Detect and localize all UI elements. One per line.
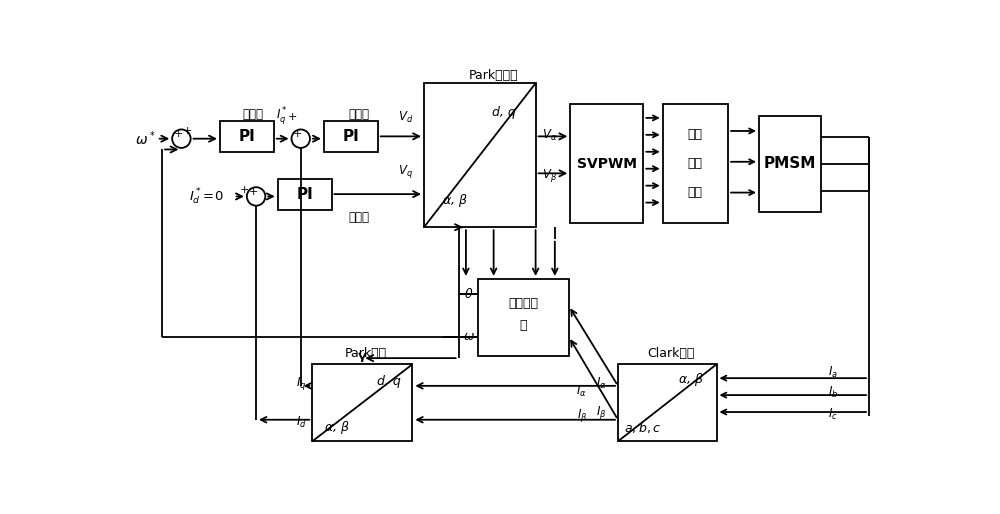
Text: $\theta$: $\theta$ [464,287,473,301]
Text: PI: PI [238,129,255,144]
Text: 电流环: 电流环 [348,211,369,224]
Text: PMSM: PMSM [764,156,816,171]
Text: $V_q$: $V_q$ [398,163,413,180]
Text: $V_\alpha$: $V_\alpha$ [542,128,557,143]
Text: 器: 器 [520,319,527,332]
Circle shape [292,130,310,148]
Bar [220,121,274,152]
Text: 智能: 智能 [688,128,703,141]
Text: $\alpha$, $\beta$: $\alpha$, $\beta$ [324,419,350,436]
Text: PI: PI [342,129,359,144]
Text: $a, b, c$: $a, b, c$ [624,420,661,435]
Text: +: + [174,129,183,139]
Bar [478,279,569,356]
Text: $I_\beta$: $I_\beta$ [596,403,606,420]
Text: Park逆变换: Park逆变换 [468,69,518,82]
Bar [312,364,412,442]
Text: +: + [240,185,249,195]
Text: +: + [183,126,192,136]
Text: $I_b$: $I_b$ [828,385,839,400]
Bar [570,104,643,224]
Text: $\omega$: $\omega$ [463,330,475,343]
Text: $I_q$: $I_q$ [296,375,307,392]
Text: +: + [248,187,258,197]
Text: PI: PI [296,187,313,201]
Text: 速度环: 速度环 [243,107,264,121]
Text: d, q: d, q [492,106,516,119]
Text: $I_c$: $I_c$ [828,407,838,422]
Text: 功率: 功率 [688,157,703,170]
Text: 模块: 模块 [688,186,703,199]
Text: $V_\beta$: $V_\beta$ [542,167,557,184]
Text: $I_q^*$: $I_q^*$ [276,104,287,126]
Text: $I_\alpha$: $I_\alpha$ [596,376,606,391]
Text: $I_\beta$: $I_\beta$ [577,408,587,425]
Text: $\alpha$, $\beta$: $\alpha$, $\beta$ [442,192,468,209]
Circle shape [172,130,191,148]
Text: $I_d$: $I_d$ [296,414,307,430]
Bar [663,104,728,224]
Text: $V_d$: $V_d$ [398,111,413,125]
Bar [324,121,378,152]
Text: 电流环: 电流环 [348,107,369,121]
Bar [618,364,717,442]
Text: $I_a$: $I_a$ [828,364,838,379]
Text: $\omega^*$: $\omega^*$ [135,130,156,148]
Text: +: + [293,129,302,139]
Bar [278,179,332,210]
Circle shape [247,187,265,206]
Text: Park变换: Park变换 [345,347,387,360]
Text: 位置观测: 位置观测 [508,297,538,310]
Bar [424,83,536,227]
Text: +: + [288,112,297,122]
Bar [759,116,820,212]
Text: $I_d^*\!=\!0$: $I_d^*\!=\!0$ [189,186,224,207]
Text: $\alpha$, $\beta$: $\alpha$, $\beta$ [678,371,704,388]
Text: $I_\alpha$: $I_\alpha$ [576,383,587,399]
Text: d, q: d, q [377,375,401,388]
Text: SVPWM: SVPWM [577,157,637,171]
Text: Clark变换: Clark变换 [647,347,695,360]
